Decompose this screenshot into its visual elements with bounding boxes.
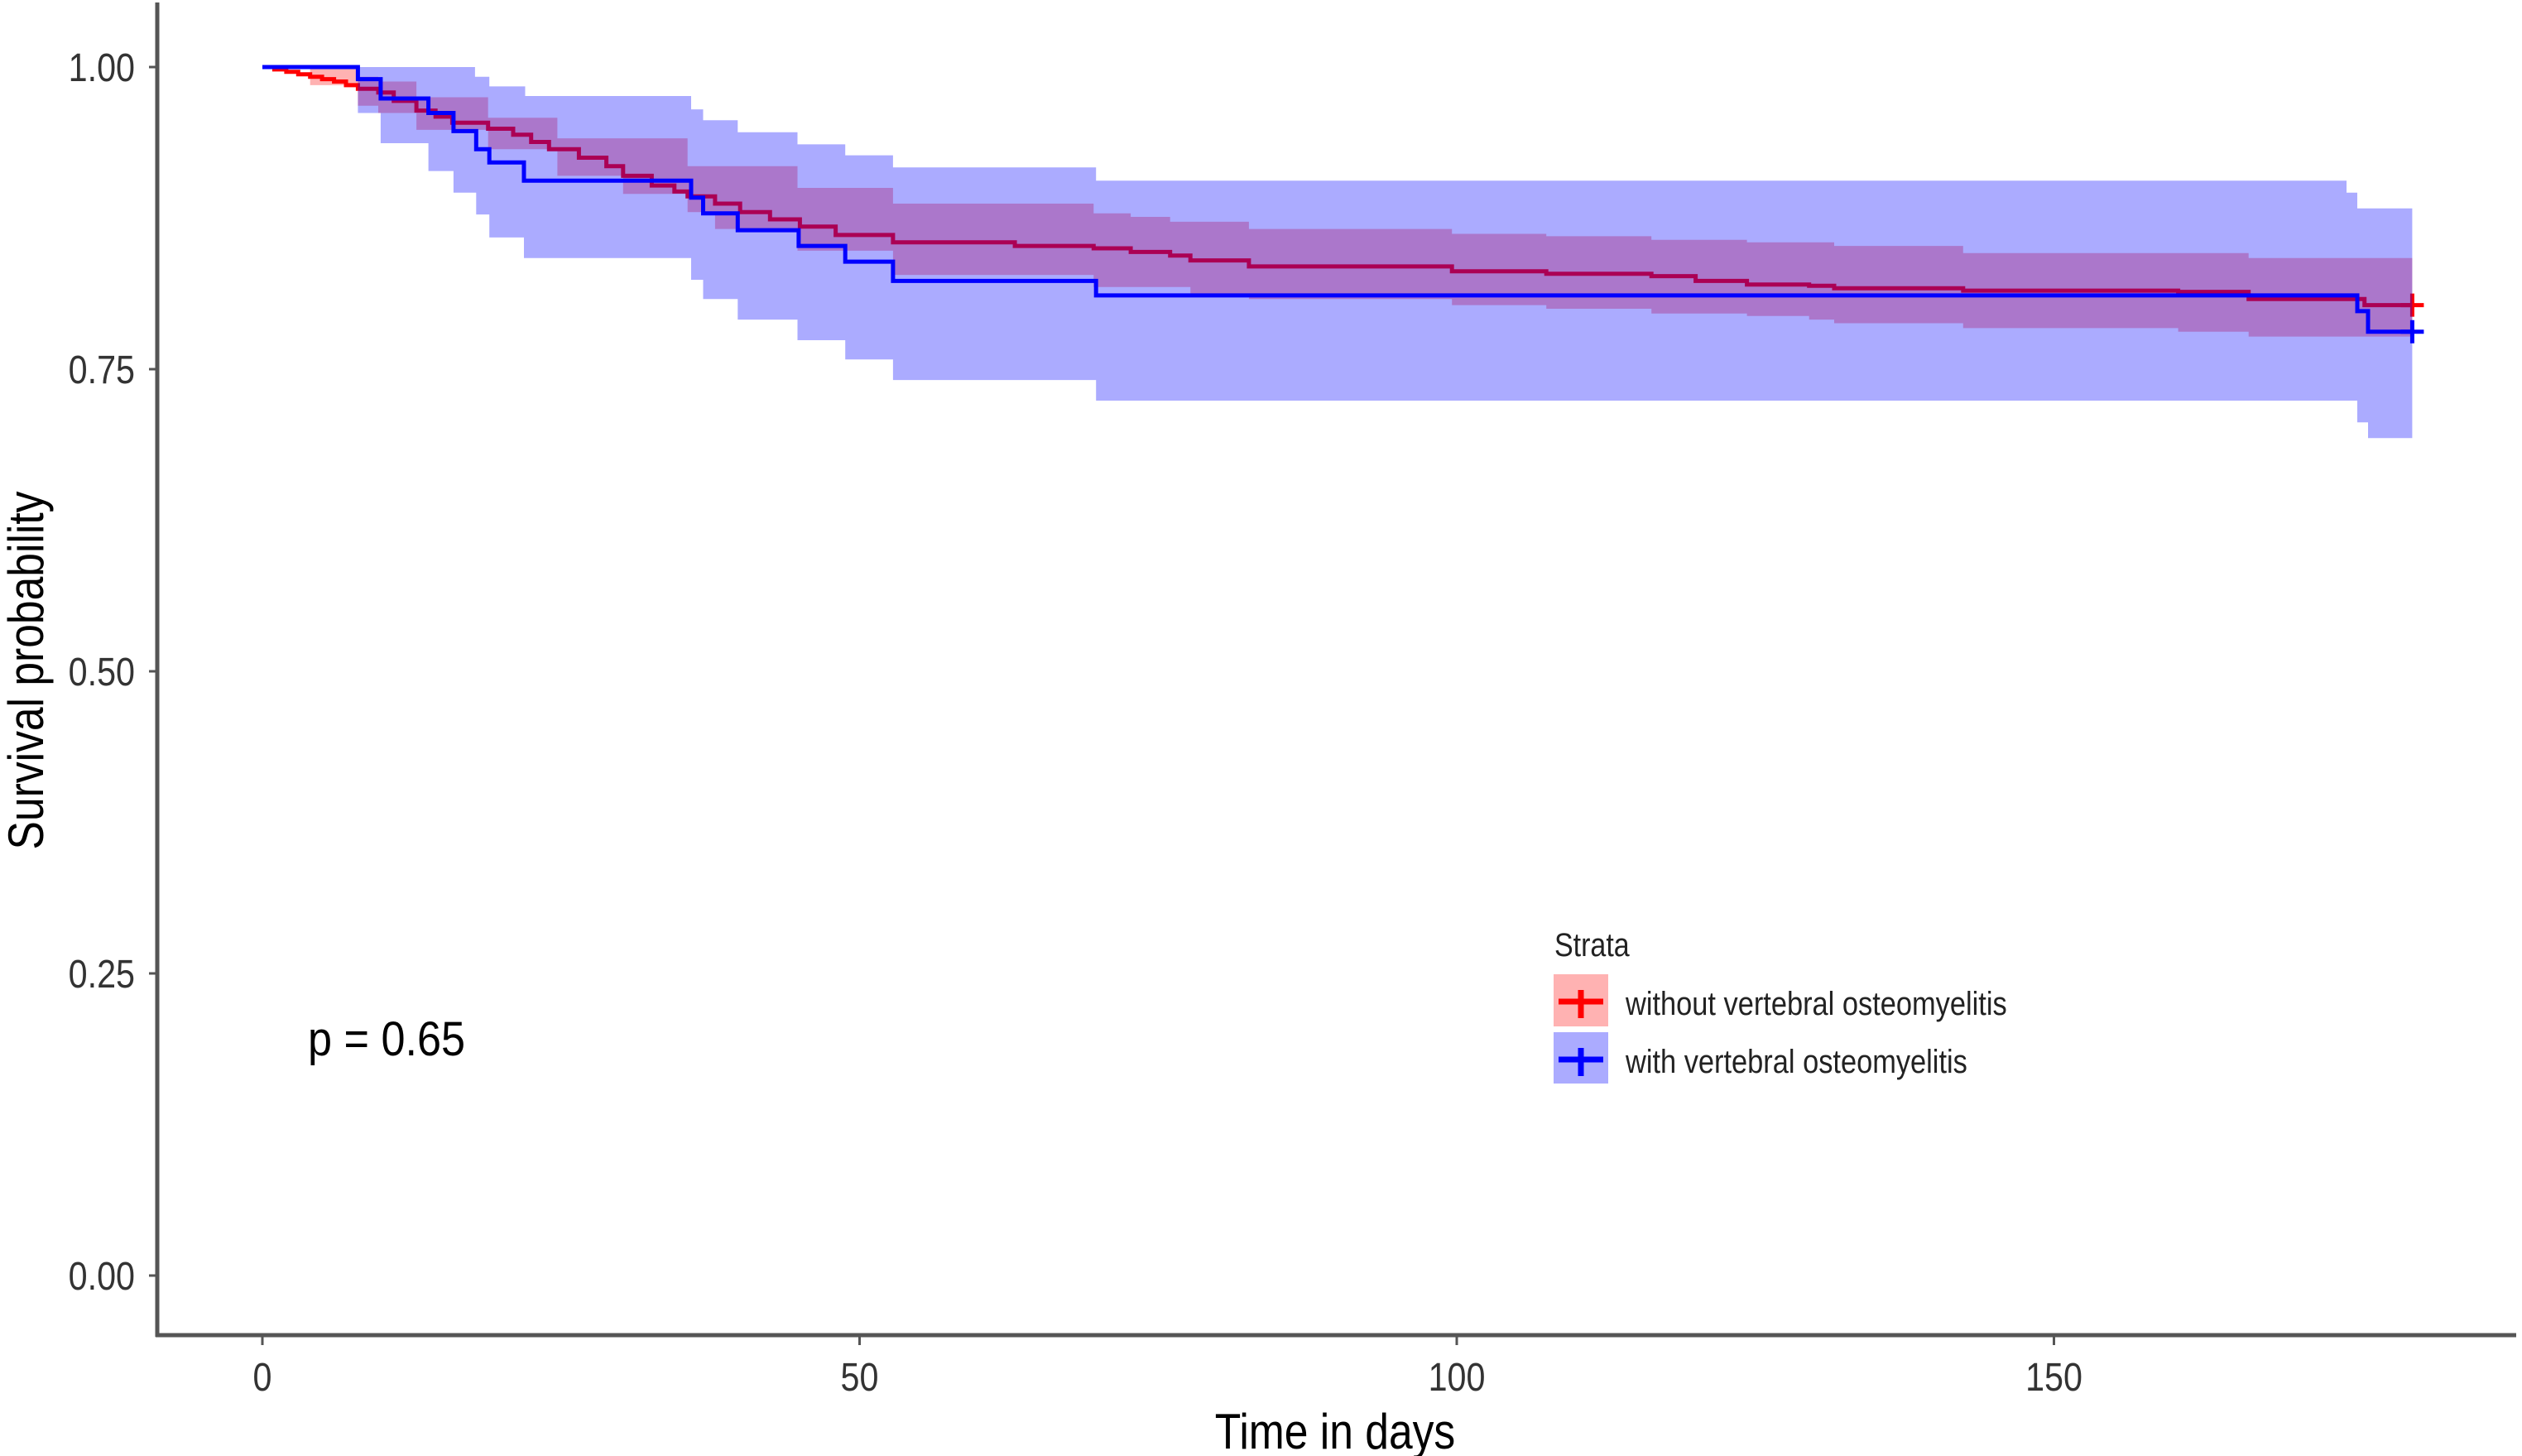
legend-label-with: with vertebral osteomyelitis — [1625, 1043, 1967, 1080]
x-axis-title: Time in days — [1215, 1403, 1455, 1456]
legend: Strata without vertebral osteomyelitis w… — [1554, 925, 2007, 1084]
x-tick-label: 0 — [253, 1355, 272, 1400]
survival-curve-with — [262, 65, 2413, 334]
y-axis-title: Survival probability — [0, 492, 54, 850]
legend-item-without: without vertebral osteomyelitis — [1554, 974, 2007, 1026]
x-tick-label: 150 — [2025, 1355, 2082, 1400]
censor-mark-without — [2400, 293, 2424, 317]
x-tick-label: 100 — [1429, 1355, 1486, 1400]
series-with — [262, 65, 2424, 439]
y-tick-label: 0.00 — [69, 1254, 135, 1299]
y-tick-label: 0.50 — [69, 650, 135, 694]
y-axis-ticks: 0.00 0.25 0.50 0.75 1.00 — [69, 46, 157, 1299]
legend-censor-plus-icon — [1559, 1048, 1603, 1076]
legend-label-without: without vertebral osteomyelitis — [1625, 985, 2007, 1022]
survival-curves — [262, 65, 2424, 439]
x-axis-ticks: 0 50 100 150 — [253, 1335, 2082, 1400]
confidence-band-without — [262, 67, 2413, 340]
legend-item-with: with vertebral osteomyelitis — [1554, 1032, 1967, 1084]
x-tick-label: 50 — [841, 1355, 879, 1400]
confidence-band-with — [262, 67, 2413, 439]
censor-mark-with — [2400, 320, 2424, 344]
y-tick-label: 0.75 — [69, 348, 135, 392]
y-tick-label: 1.00 — [69, 46, 135, 90]
y-tick-label: 0.25 — [69, 952, 135, 997]
p-value-annotation: p = 0.65 — [308, 1012, 465, 1065]
legend-censor-plus-icon — [1559, 990, 1603, 1018]
legend-title: Strata — [1554, 925, 1630, 963]
